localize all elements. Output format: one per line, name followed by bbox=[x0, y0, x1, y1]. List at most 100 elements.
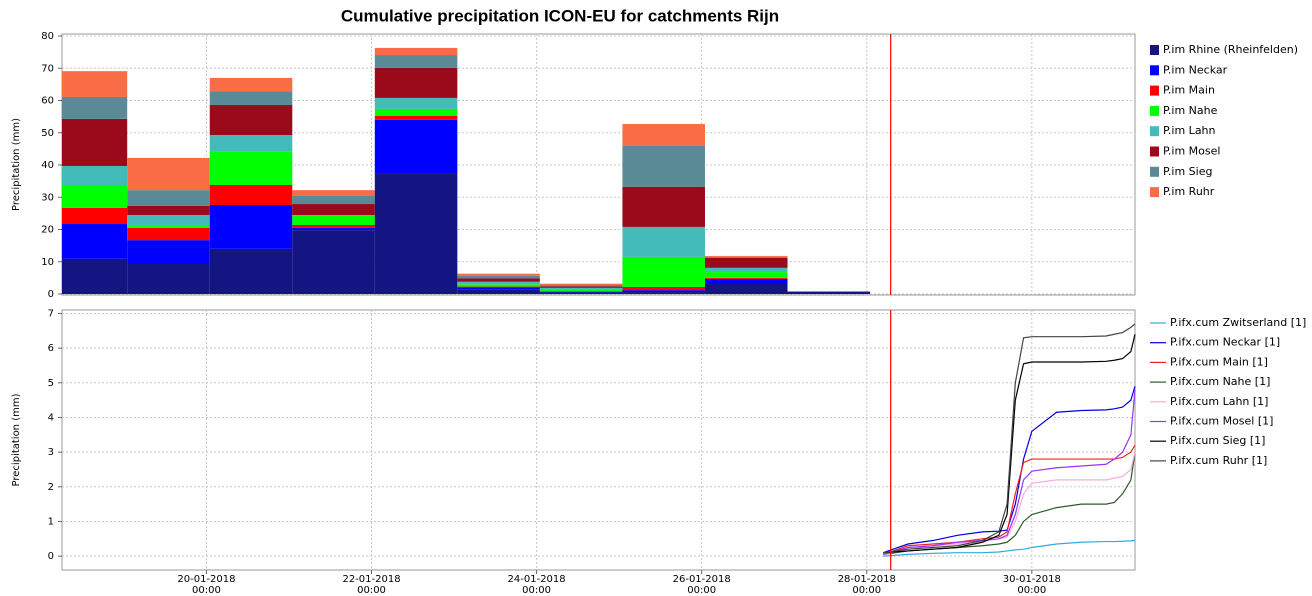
bar-segment bbox=[457, 275, 540, 279]
bar-segment bbox=[292, 215, 375, 225]
line bbox=[883, 334, 1136, 554]
bar-segment bbox=[209, 151, 293, 185]
y-tick-label: 10 bbox=[41, 257, 54, 268]
bar-segment bbox=[209, 204, 293, 249]
bar-segment bbox=[374, 173, 458, 294]
bar-segment bbox=[539, 291, 623, 293]
plot-area bbox=[61, 309, 1136, 571]
legend-label: P.ifx.cum Mosel [1] bbox=[1170, 415, 1273, 428]
bar-segment bbox=[209, 248, 293, 294]
x-tick-label: 22-01-2018 bbox=[342, 574, 400, 585]
bar-segment bbox=[457, 281, 540, 285]
bar-segment bbox=[457, 289, 540, 294]
bar-segment bbox=[209, 184, 293, 205]
bar-segment bbox=[127, 205, 210, 215]
bar-segment bbox=[704, 267, 788, 273]
legend-swatch bbox=[1150, 166, 1159, 177]
legend-swatch bbox=[1150, 45, 1159, 55]
bar-segment bbox=[209, 135, 293, 152]
bar-segment bbox=[127, 264, 210, 294]
bar-segment bbox=[457, 286, 540, 288]
line bbox=[883, 451, 1136, 555]
legend-label: P.ifx.cum Sieg [1] bbox=[1170, 434, 1265, 447]
bar-segment bbox=[704, 284, 788, 294]
bar-segment bbox=[127, 214, 210, 226]
bar-segment bbox=[539, 287, 623, 290]
legend-label: P.im Nahe bbox=[1163, 104, 1218, 117]
y-tick-label: 0 bbox=[48, 289, 54, 300]
x-tick-label: 00:00 bbox=[687, 585, 716, 596]
y-tick-label: 2 bbox=[48, 482, 54, 493]
legend-label: P.ifx.cum Ruhr [1] bbox=[1170, 454, 1267, 467]
x-tick-label: 20-01-2018 bbox=[177, 574, 235, 585]
legend-label: P.im Neckar bbox=[1163, 63, 1228, 76]
bar-segment bbox=[209, 105, 293, 136]
x-tick-label: 24-01-2018 bbox=[508, 574, 566, 585]
bar-segment bbox=[127, 157, 210, 191]
x-tick-label: 30-01-2018 bbox=[1003, 574, 1061, 585]
bar-segment bbox=[292, 230, 375, 294]
bar-segment bbox=[374, 97, 458, 109]
bar-segment bbox=[704, 255, 788, 257]
bar-segment bbox=[704, 278, 788, 285]
bar-segment bbox=[292, 195, 375, 205]
bar-segment bbox=[292, 214, 375, 216]
bar-segment bbox=[539, 283, 623, 285]
bar-segment bbox=[539, 284, 623, 287]
bar-segment bbox=[539, 286, 623, 288]
legend-label: P.ifx.cum Neckar [1] bbox=[1170, 336, 1280, 349]
y-axis-title: Precipitation (mm) bbox=[11, 393, 22, 486]
bar-segment bbox=[457, 278, 540, 282]
bar-segment bbox=[539, 291, 623, 292]
bar-segment bbox=[209, 77, 293, 92]
bar-segment bbox=[622, 145, 705, 187]
y-tick-label: 30 bbox=[41, 192, 54, 203]
bar-segment bbox=[292, 227, 375, 231]
y-tick-label: 3 bbox=[48, 447, 54, 458]
y-tick-label: 6 bbox=[48, 343, 54, 354]
y-axis-title: Precipitation (mm) bbox=[11, 118, 22, 211]
y-tick-label: 50 bbox=[41, 128, 54, 139]
bar-segment bbox=[374, 119, 458, 174]
bar-segment bbox=[127, 225, 210, 228]
bar-segment bbox=[457, 287, 540, 290]
bar-segment bbox=[292, 190, 375, 196]
bar-segment bbox=[62, 224, 128, 259]
x-tick-label: 00:00 bbox=[192, 585, 221, 596]
bar-segment bbox=[622, 290, 705, 293]
bar-segment bbox=[374, 115, 458, 120]
legend-swatch bbox=[1150, 126, 1159, 137]
y-tick-label: 1 bbox=[48, 516, 54, 527]
bar-segment bbox=[62, 207, 128, 225]
bar-segment bbox=[209, 91, 293, 106]
legend-swatch bbox=[1150, 187, 1159, 198]
bar-segment bbox=[622, 124, 705, 146]
legend-label: P.ifx.cum Lahn [1] bbox=[1170, 395, 1268, 408]
bar-segment bbox=[539, 289, 623, 292]
y-tick-label: 80 bbox=[41, 31, 54, 42]
bar-segment bbox=[62, 165, 128, 185]
legend-label: P.im Main bbox=[1163, 84, 1215, 97]
x-tick-label: 00:00 bbox=[357, 585, 386, 596]
y-tick-label: 60 bbox=[41, 96, 54, 107]
y-tick-label: 4 bbox=[48, 412, 54, 423]
y-tick-label: 20 bbox=[41, 225, 54, 236]
bar-segment bbox=[292, 224, 375, 228]
x-tick-label: 26-01-2018 bbox=[673, 574, 731, 585]
y-tick-label: 40 bbox=[41, 160, 54, 171]
legend-swatch bbox=[1150, 105, 1159, 116]
bar-segment bbox=[704, 257, 788, 268]
bar-segment bbox=[374, 47, 458, 56]
bar-segment bbox=[62, 71, 128, 97]
x-tick-label: 00:00 bbox=[522, 585, 551, 596]
legend-swatch bbox=[1150, 65, 1159, 76]
bar-segment bbox=[127, 227, 210, 241]
x-tick-label: 28-01-2018 bbox=[838, 574, 896, 585]
legend-label: P.im Mosel bbox=[1163, 145, 1220, 158]
legend-swatch bbox=[1150, 146, 1159, 157]
y-tick-label: 5 bbox=[48, 378, 54, 389]
bar-segment bbox=[622, 292, 705, 294]
y-tick-label: 0 bbox=[48, 551, 54, 562]
bar-segment bbox=[622, 286, 705, 291]
bar-segment bbox=[127, 240, 210, 265]
